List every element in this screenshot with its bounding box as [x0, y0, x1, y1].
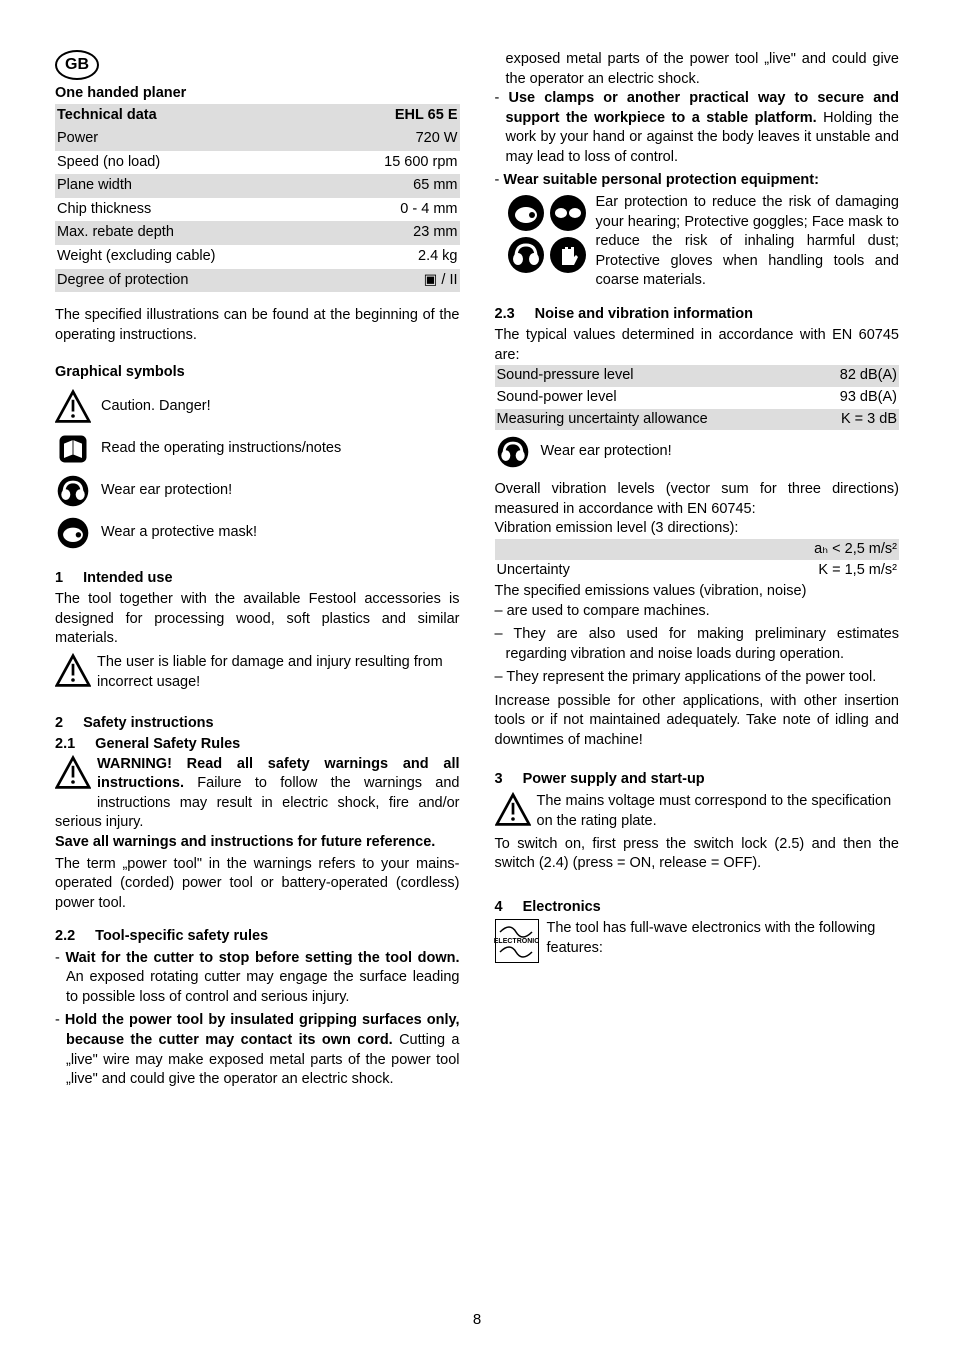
- ppe-icons: [506, 193, 588, 275]
- section-number: 1: [55, 569, 63, 589]
- symbol-text: Caution. Danger!: [101, 397, 211, 417]
- section-number: 3: [495, 770, 503, 790]
- section-3-heading: 3 Power supply and start-up: [495, 770, 900, 790]
- section-title: Safety instructions: [83, 714, 214, 734]
- mask-icon: [55, 515, 91, 551]
- section-title: Power supply and start-up: [523, 770, 705, 790]
- symbol-text: Wear ear protection!: [101, 481, 232, 501]
- term-definition: The term „power tool" in the warnings re…: [55, 855, 460, 914]
- safety-rule: - Wait for the cutter to stop before set…: [55, 949, 460, 1008]
- vibration-intro: Overall vibration levels (vector sum for…: [495, 480, 900, 519]
- emissions-line: The specified emissions values (vibratio…: [495, 582, 900, 602]
- section-21-heading: 2.1 General Safety Rules: [55, 735, 460, 755]
- bullet: – They represent the primary application…: [495, 668, 900, 688]
- bullet: – They are also used for making prelimin…: [495, 625, 900, 664]
- section-1-warning: The user is liable for damage and injury…: [97, 654, 443, 690]
- noise-table: Sound-pressure level82 dB(A) Sound-power…: [495, 365, 900, 430]
- section-number: 2: [55, 714, 63, 734]
- safety-rule-continuation: exposed metal parts of the power tool „l…: [495, 50, 900, 89]
- safety-rule: - Hold the power tool by insulated gripp…: [55, 1011, 460, 1089]
- right-column: exposed metal parts of the power tool „l…: [495, 50, 900, 1094]
- save-instructions: Save all warnings and instructions for f…: [55, 833, 460, 853]
- symbol-row: Wear ear protection!: [55, 473, 460, 509]
- section-3-warn: The mains voltage must correspond to the…: [495, 792, 900, 835]
- spec-header-left: Technical data: [55, 104, 329, 128]
- gloves-icon: [548, 235, 588, 275]
- safety-rule: - Use clamps or another practical way to…: [495, 89, 900, 167]
- goggles-icon: [548, 193, 588, 233]
- ear-text: Wear ear protection!: [541, 442, 672, 462]
- section-21-body: WARNING! Read all safety warnings and al…: [55, 755, 460, 833]
- spec-header-right: EHL 65 E: [329, 104, 459, 128]
- ear-protection-icon: [495, 434, 531, 470]
- spec-value: 2.4 kg: [329, 245, 459, 269]
- read-manual-icon: [55, 431, 91, 467]
- section-number: 4: [495, 898, 503, 918]
- section-3-body: To switch on, first press the switch loc…: [495, 835, 900, 874]
- spec-label: Plane width: [55, 174, 329, 198]
- bullet: – are used to compare machines.: [495, 602, 900, 622]
- spec-value: 65 mm: [329, 174, 459, 198]
- symbol-text: Wear a protective mask!: [101, 523, 257, 543]
- section-23-heading: 2.3 Noise and vibration information: [495, 305, 900, 325]
- section-4-body: ELECTRONIC The tool has full-wave electr…: [495, 919, 900, 963]
- spec-value: ▣ / II: [329, 269, 459, 293]
- graphical-symbols-heading: Graphical symbols: [55, 363, 460, 383]
- spec-label: Chip thickness: [55, 198, 329, 222]
- ear-protection-row: Wear ear protection!: [495, 434, 900, 470]
- section-1-heading: 1 Intended use: [55, 569, 460, 589]
- caution-icon: [495, 792, 531, 835]
- spec-label: Degree of protection: [55, 269, 329, 293]
- section-title: General Safety Rules: [95, 735, 240, 755]
- caution-icon: [55, 755, 91, 798]
- spec-label: Power: [55, 127, 329, 151]
- electronic-icon: ELECTRONIC: [495, 919, 539, 963]
- page-columns: GB One handed planer Technical data EHL …: [55, 50, 899, 1094]
- spec-label: Weight (excluding cable): [55, 245, 329, 269]
- section-number: 2.1: [55, 735, 75, 755]
- symbol-row: Caution. Danger!: [55, 389, 460, 425]
- left-column: GB One handed planer Technical data EHL …: [55, 50, 460, 1094]
- noise-intro: The typical values determined in accorda…: [495, 326, 900, 365]
- section-4-heading: 4 Electronics: [495, 898, 900, 918]
- symbol-row: Read the operating instructions/notes: [55, 431, 460, 467]
- vibration-table: aₕ < 2,5 m/s² UncertaintyK = 1,5 m/s²: [495, 539, 900, 582]
- section-title: Intended use: [83, 569, 172, 589]
- mask-icon: [506, 193, 546, 233]
- spec-value: 23 mm: [329, 221, 459, 245]
- emissions-after: Increase possible for other applications…: [495, 692, 900, 751]
- intro-text: The specified illustrations can be found…: [55, 306, 460, 345]
- spec-value: 0 - 4 mm: [329, 198, 459, 222]
- product-title: One handed planer: [55, 84, 460, 104]
- section-1-body: The tool together with the available Fes…: [55, 590, 460, 649]
- spec-label: Max. rebate depth: [55, 221, 329, 245]
- spec-value: 15 600 rpm: [329, 151, 459, 175]
- ppe-text: Ear protection to reduce the risk of dam…: [596, 194, 900, 288]
- caution-icon: [55, 653, 91, 696]
- ear-protection-icon: [506, 235, 546, 275]
- section-title: Noise and vibration information: [535, 305, 753, 325]
- section-title: Tool-specific safety rules: [95, 927, 268, 947]
- section-22-heading: 2.2 Tool-specific safety rules: [55, 927, 460, 947]
- spec-label: Speed (no load): [55, 151, 329, 175]
- section-number: 2.3: [495, 305, 515, 325]
- page-number: 8: [0, 1310, 954, 1330]
- spec-table: Technical data EHL 65 E Power720 W Speed…: [55, 104, 460, 293]
- section-title: Electronics: [523, 898, 601, 918]
- spec-value: 720 W: [329, 127, 459, 151]
- caution-icon: [55, 389, 91, 425]
- vibration-line: Vibration emission level (3 directions):: [495, 519, 900, 539]
- section-number: 2.2: [55, 927, 75, 947]
- ear-protection-icon: [55, 473, 91, 509]
- section-2-heading: 2 Safety instructions: [55, 714, 460, 734]
- country-badge: GB: [55, 50, 99, 80]
- safety-rule-ppe: - Wear suitable personal protection equi…: [495, 171, 900, 290]
- symbol-row: Wear a protective mask!: [55, 515, 460, 551]
- symbol-text: Read the operating instructions/notes: [101, 439, 341, 459]
